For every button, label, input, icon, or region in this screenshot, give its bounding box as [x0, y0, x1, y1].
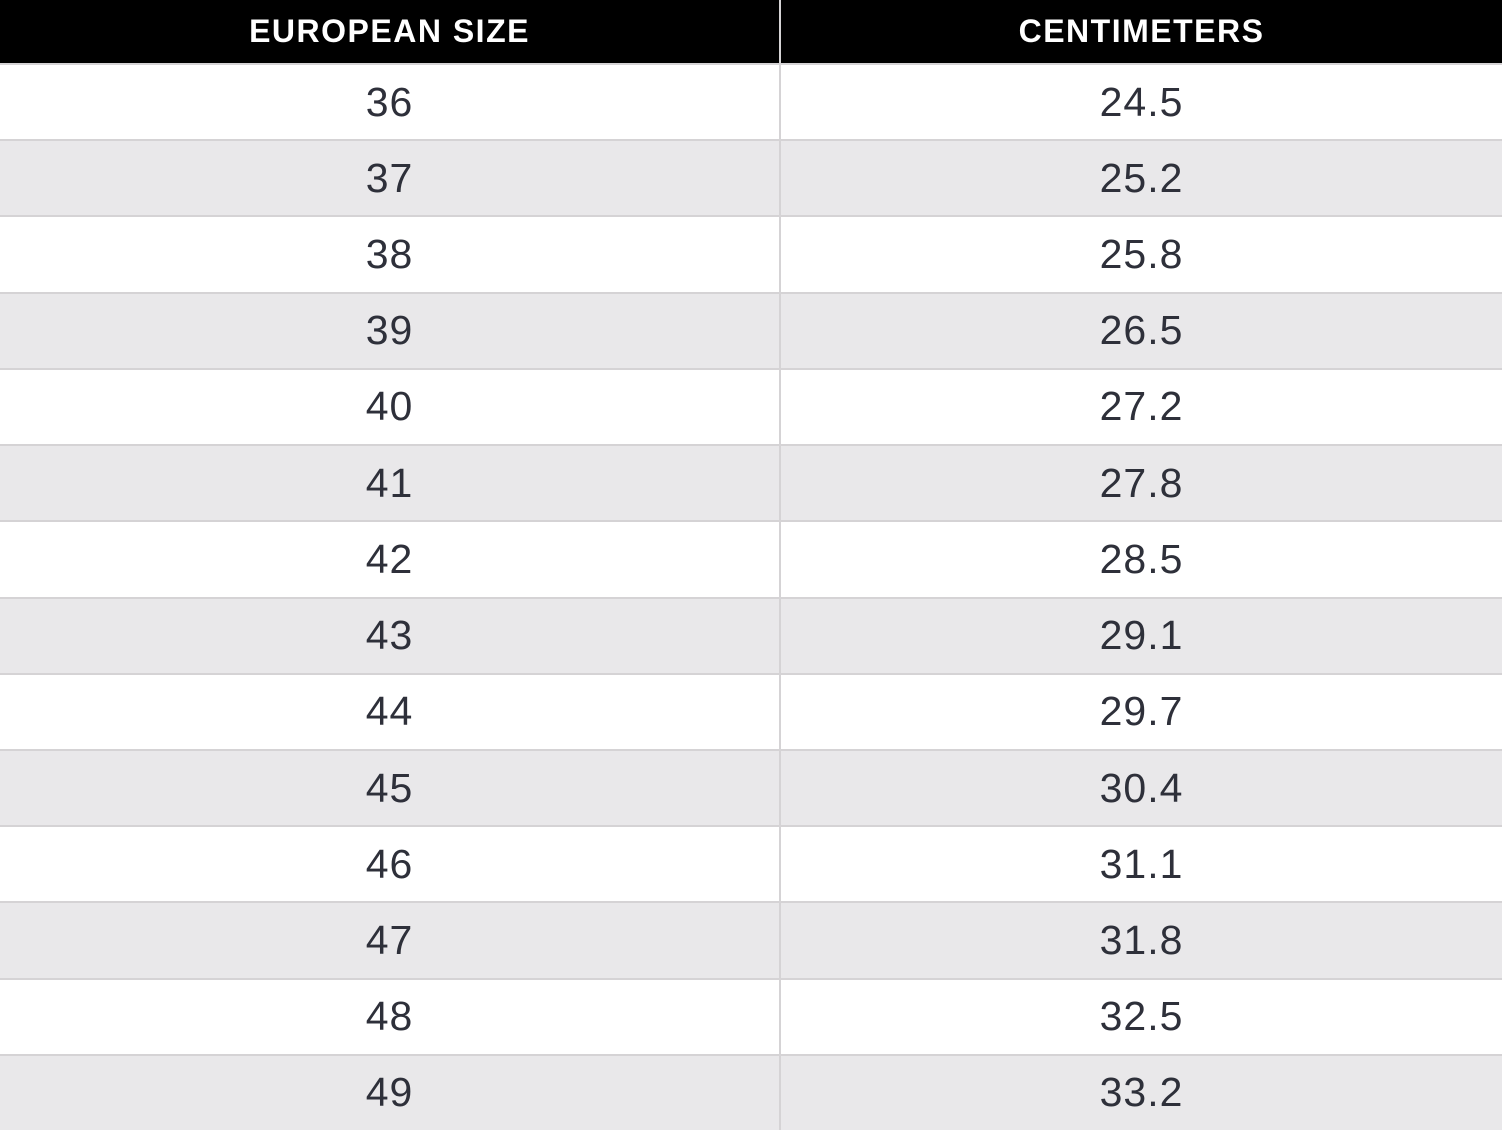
table-row: 40 27.2 — [0, 367, 1502, 445]
cm-cell: 25.2 — [1099, 154, 1184, 201]
table-row: 36 24.5 — [0, 63, 1502, 140]
table-header: EUROPEAN SIZE CENTIMETERS — [0, 0, 1502, 63]
table-row: 41 27.8 — [0, 444, 1502, 521]
cm-cell: 33.2 — [1099, 1069, 1184, 1116]
cm-cell: 28.5 — [1099, 535, 1184, 582]
table-row: 42 28.5 — [0, 520, 1502, 597]
table-row: 47 31.8 — [0, 901, 1502, 978]
cm-cell: 24.5 — [1099, 78, 1184, 125]
eu-size-cell: 45 — [0, 750, 782, 826]
eu-size-cell: 43 — [0, 598, 782, 673]
cm-cell: 27.2 — [1099, 383, 1184, 430]
cm-cell: 31.8 — [1099, 917, 1184, 964]
eu-size-cell: 37 — [0, 141, 782, 216]
cm-cell: 29.1 — [1099, 612, 1184, 659]
cm-cell: 31.1 — [1099, 840, 1184, 887]
cm-cell: 26.5 — [1099, 307, 1184, 354]
eu-size-cell: 44 — [0, 674, 782, 749]
cm-cell: 32.5 — [1099, 993, 1184, 1040]
table-row: 38 25.8 — [0, 215, 1502, 292]
eu-size-cell: 38 — [0, 217, 782, 292]
cm-cell: 30.4 — [1099, 764, 1184, 811]
cm-cell: 27.8 — [1099, 459, 1184, 506]
eu-size-cell: 46 — [0, 827, 782, 902]
eu-size-cell: 36 — [0, 65, 782, 140]
table-row: 44 29.7 — [0, 672, 1502, 749]
table-row: 37 25.2 — [0, 139, 1502, 216]
cm-cell: 25.8 — [1099, 231, 1184, 278]
table-row: 46 31.1 — [0, 825, 1502, 902]
table-row: 43 29.1 — [0, 596, 1502, 673]
eu-size-cell: 49 — [0, 1055, 782, 1130]
table-row: 49 33.2 — [0, 1053, 1502, 1130]
eu-size-cell: 42 — [0, 522, 782, 597]
eu-size-cell: 48 — [0, 979, 782, 1054]
table-row: 48 32.5 — [0, 977, 1502, 1054]
table-row: 45 30.4 — [0, 748, 1502, 826]
cm-cell: 29.7 — [1099, 688, 1184, 735]
header-cell-european-size: EUROPEAN SIZE — [0, 0, 782, 63]
table-row: 39 26.5 — [0, 291, 1502, 368]
eu-size-cell: 40 — [0, 369, 782, 445]
eu-size-cell: 41 — [0, 446, 782, 521]
header-cell-centimeters: CENTIMETERS — [1018, 13, 1265, 49]
eu-size-cell: 47 — [0, 903, 782, 978]
eu-size-cell: 39 — [0, 293, 782, 368]
